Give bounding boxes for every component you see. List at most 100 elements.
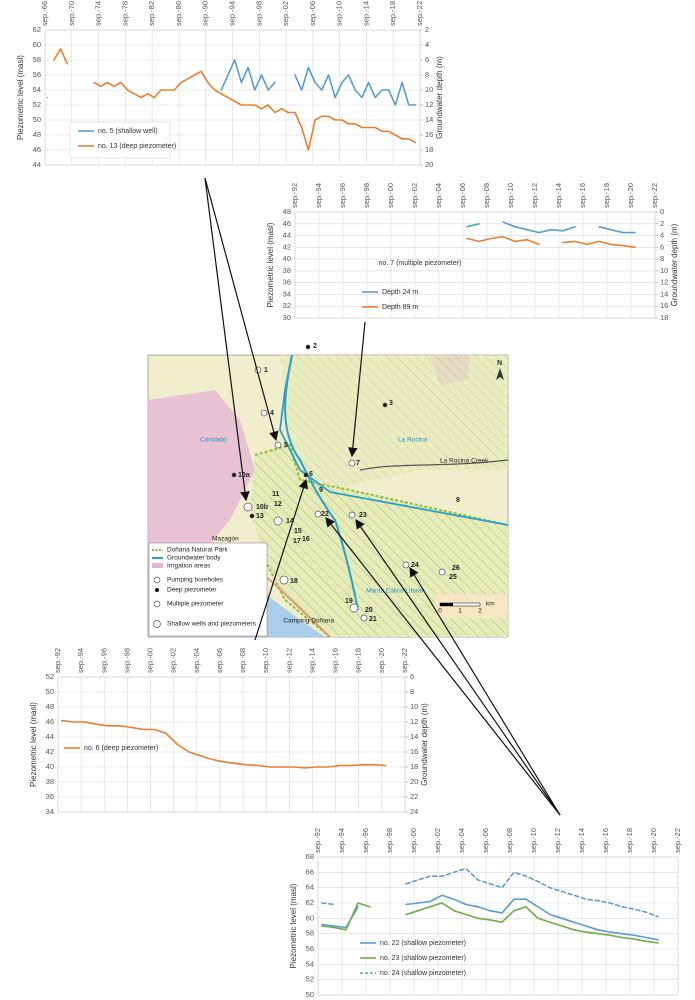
map-label: 15 bbox=[294, 528, 302, 535]
x-tick-label: sep.-16 bbox=[601, 828, 610, 853]
x-tick-label: sep.-74 bbox=[94, 1, 103, 26]
map-legend-item: Pumping boreholes bbox=[167, 577, 224, 584]
map-label: 7 bbox=[356, 460, 360, 467]
x-tick-label: sep.-10 bbox=[529, 828, 538, 853]
map-legend-item: Doñana Natural Park bbox=[167, 547, 228, 554]
y2-tick-label: 18 bbox=[660, 313, 668, 322]
arrow bbox=[204, 177, 250, 502]
y-tick-label: 46 bbox=[33, 145, 41, 154]
x-tick-label: sep.-94 bbox=[76, 648, 85, 673]
x-tick-label: sep.-66 bbox=[40, 1, 49, 26]
y-tick-label: 50 bbox=[306, 990, 314, 999]
map: 1 2 3 4 5 Condado La Rocina 7 La Rocina … bbox=[147, 343, 509, 638]
north-arrow: N bbox=[497, 360, 502, 367]
x-tick-label: sep.-20 bbox=[649, 828, 658, 853]
x-tick-label: sep.-10 bbox=[261, 648, 270, 673]
map-label: 12 bbox=[274, 501, 282, 508]
y2-tick-label: 14 bbox=[660, 289, 668, 298]
x-tick-label: sep.-22 bbox=[415, 1, 424, 26]
map-label: 5 bbox=[284, 442, 288, 449]
map-label: 9 bbox=[319, 487, 323, 494]
x-tick-label: sep.-18 bbox=[602, 183, 611, 208]
x-tick-label: sep.-90 bbox=[201, 1, 210, 26]
y-tick-label: 48 bbox=[33, 130, 41, 139]
series-line bbox=[61, 719, 387, 769]
y-tick-label: 60 bbox=[306, 913, 314, 922]
y2-tick-label: 16 bbox=[425, 130, 433, 139]
y-tick-label: 42 bbox=[46, 747, 54, 756]
x-tick-label: sep.-14 bbox=[361, 1, 370, 26]
x-tick-label: sep.-14 bbox=[577, 828, 586, 853]
x-tick-label: sep.-08 bbox=[238, 648, 247, 673]
x-tick-label: sep.-12 bbox=[284, 648, 293, 673]
y2-axis-title: Groundwater depth (m) bbox=[435, 56, 444, 139]
x-tick-label: sep.-00 bbox=[146, 648, 155, 673]
y-tick-label: 54 bbox=[33, 85, 41, 94]
series-line bbox=[53, 48, 417, 151]
map-label: 11 bbox=[272, 491, 280, 498]
map-label: 2 bbox=[313, 343, 317, 350]
map-label: 10a bbox=[238, 472, 250, 479]
map-label: 13 bbox=[256, 513, 264, 520]
x-tick-label: sep.-12 bbox=[553, 828, 562, 853]
x-tick-label: sep.-22 bbox=[400, 648, 409, 673]
map-label: 25 bbox=[449, 574, 457, 581]
x-tick-label: sep.-22 bbox=[650, 183, 659, 208]
y-tick-label: 50 bbox=[33, 115, 41, 124]
scale-label: 2 bbox=[478, 608, 482, 615]
y-axis-title: Piezometric level (masl) bbox=[289, 883, 298, 968]
series-line bbox=[321, 902, 659, 944]
y2-tick-label: 14 bbox=[425, 115, 433, 124]
y2-axis-title: Groundwater depth (m) bbox=[420, 703, 429, 786]
x-tick-label: sep.-98 bbox=[385, 828, 394, 853]
series-line bbox=[46, 59, 417, 106]
x-tick-label: sep.-16 bbox=[578, 183, 587, 208]
scale-bar bbox=[440, 603, 453, 606]
y-tick-label: 56 bbox=[33, 70, 41, 79]
legend-label: no. 22 (shallow piezometer) bbox=[380, 940, 466, 947]
legend-label: no. 24 (shallow piezometer) bbox=[380, 970, 466, 977]
legend-label: no. 13 (deep piezometer) bbox=[98, 143, 176, 150]
x-tick-label: sep.-78 bbox=[120, 1, 129, 26]
y-tick-label: 62 bbox=[33, 25, 41, 34]
x-tick-label: sep.-92 bbox=[313, 828, 322, 853]
map-label: 20 bbox=[365, 607, 373, 614]
y2-tick-label: 4 bbox=[660, 231, 664, 240]
y-tick-label: 40 bbox=[283, 254, 291, 263]
map-label: 14 bbox=[286, 518, 294, 525]
y-tick-label: 44 bbox=[283, 231, 291, 240]
x-tick-label: sep.-04 bbox=[192, 648, 201, 673]
y2-tick-label: 4 bbox=[425, 40, 429, 49]
x-tick-label: sep.-92 bbox=[53, 648, 62, 673]
map-label: 10b bbox=[256, 504, 268, 511]
x-tick-label: sep.-10 bbox=[506, 183, 515, 208]
x-tick-label: sep.-02 bbox=[410, 183, 419, 208]
x-tick-label: sep.-12 bbox=[530, 183, 539, 208]
arrow bbox=[348, 321, 366, 458]
y2-tick-label: 10 bbox=[410, 702, 418, 711]
map-label: 21 bbox=[369, 616, 377, 623]
y2-tick-label: 8 bbox=[410, 687, 414, 696]
map-label: 26 bbox=[452, 565, 460, 572]
map-label: 18 bbox=[290, 578, 298, 585]
x-tick-label: sep.-18 bbox=[625, 828, 634, 853]
y-tick-label: 52 bbox=[306, 975, 314, 984]
y-tick-label: 52 bbox=[46, 672, 54, 681]
y2-tick-label: 20 bbox=[410, 777, 418, 786]
y2-tick-label: 12 bbox=[425, 100, 433, 109]
x-tick-label: sep.-96 bbox=[361, 828, 370, 853]
park-area bbox=[280, 355, 508, 490]
y2-tick-label: 20 bbox=[425, 160, 433, 169]
y-tick-label: 60 bbox=[33, 40, 41, 49]
x-tick-label: sep.-06 bbox=[215, 648, 224, 673]
y2-axis-title: Groundwater depth (m) bbox=[670, 223, 679, 306]
map-markers bbox=[231, 344, 446, 622]
y-tick-label: 64 bbox=[306, 883, 314, 892]
y-tick-label: 48 bbox=[46, 702, 54, 711]
map-label: 22 bbox=[321, 511, 329, 518]
arrow bbox=[204, 177, 279, 442]
y-tick-label: 44 bbox=[46, 732, 54, 741]
y2-tick-label: 16 bbox=[410, 747, 418, 756]
plot-area bbox=[317, 856, 679, 996]
y-axis-title: Piezometric level (masl) bbox=[29, 702, 38, 787]
